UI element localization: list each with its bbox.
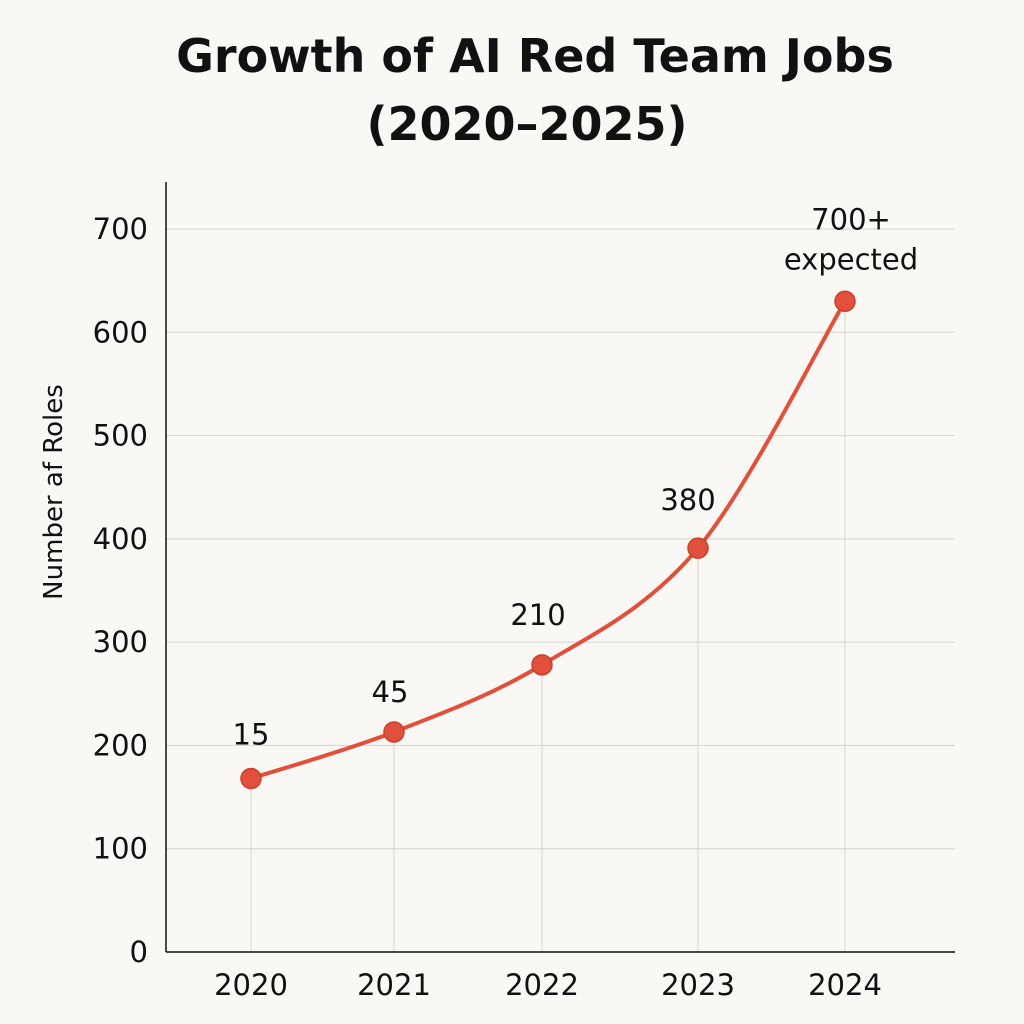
x-tick-label: 2022 [505, 968, 579, 1002]
data-point [383, 721, 405, 743]
data-label: 380 [660, 483, 715, 517]
chart-title: Growth of AI Red Team Jobs (2020–2025) [176, 29, 894, 151]
data-label: 15 [233, 717, 270, 751]
y-axis-label: Number af Roles [39, 384, 69, 600]
x-tick-label: 2023 [661, 968, 735, 1002]
chart-title-line-1: Growth of AI Red Team Jobs [176, 29, 894, 83]
data-point [531, 654, 553, 676]
y-tick-label: 700 [93, 212, 148, 246]
y-tick-label: 200 [93, 728, 148, 762]
x-tick-label: 2021 [357, 968, 431, 1002]
data-label: 700+ [811, 202, 891, 236]
data-point [687, 537, 709, 559]
x-tick-label: 2020 [214, 968, 288, 1002]
data-label: 45 [372, 675, 409, 709]
y-tick-label: 400 [93, 522, 148, 556]
y-tick-label: 100 [93, 832, 148, 866]
data-label: 210 [510, 598, 565, 632]
data-point [834, 290, 856, 313]
chart-title-line-2: (2020–2025) [366, 97, 687, 151]
data-labels: 15 45 210 380 700+ expected [233, 202, 919, 751]
y-tick-label: 0 [130, 935, 148, 969]
y-axis-ticks: 0 100 200 300 400 500 600 700 [93, 212, 148, 969]
x-axis-ticks: 2020 2021 2022 2023 2024 [214, 968, 882, 1002]
y-tick-label: 300 [93, 625, 148, 659]
y-tick-label: 500 [93, 419, 148, 453]
data-point [240, 767, 262, 790]
y-tick-label: 600 [93, 315, 148, 349]
series-group [240, 290, 856, 790]
gridlines [166, 228, 955, 952]
series-line [249, 299, 847, 781]
axes [165, 182, 955, 953]
annotation-label: expected [784, 242, 918, 276]
x-tick-label: 2024 [808, 968, 882, 1002]
